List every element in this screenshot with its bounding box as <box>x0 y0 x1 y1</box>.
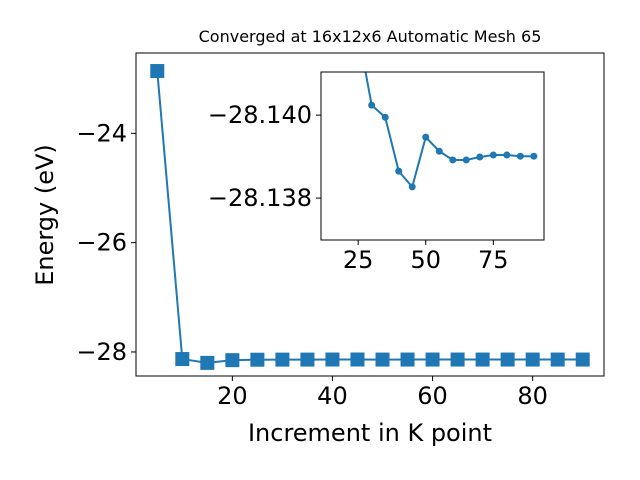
y-tick-label: −28.140 <box>208 101 312 129</box>
data-point <box>530 152 538 160</box>
data-point <box>435 147 443 155</box>
x-tick-label: 75 <box>478 246 509 274</box>
data-point <box>395 167 403 175</box>
data-point <box>381 113 389 121</box>
y-tick-label: −24 <box>76 119 127 147</box>
axes-frame <box>320 71 545 241</box>
data-point <box>225 353 240 368</box>
axes-frame <box>135 52 605 377</box>
data-point <box>475 352 490 367</box>
y-tick-label: −28.138 <box>208 184 312 212</box>
chart-title: Converged at 16x12x6 Automatic Mesh 65 <box>199 27 542 46</box>
data-point <box>489 151 497 159</box>
data-point <box>368 101 376 109</box>
data-point <box>400 352 415 367</box>
plot-area <box>364 72 538 191</box>
x-tick-label: 50 <box>410 246 441 274</box>
data-point <box>325 352 340 367</box>
data-point <box>275 352 290 367</box>
data-point <box>462 156 470 164</box>
data-point <box>200 355 215 370</box>
data-point <box>550 352 565 367</box>
data-point <box>425 352 440 367</box>
x-tick-label: 20 <box>217 382 248 410</box>
data-line <box>364 72 534 189</box>
data-point <box>476 153 484 161</box>
x-axis-label: Increment in K point <box>248 419 492 447</box>
x-tick-label: 80 <box>517 382 548 410</box>
data-point <box>150 64 165 79</box>
data-point <box>500 352 515 367</box>
data-point <box>422 133 430 141</box>
x-tick-label: 60 <box>417 382 448 410</box>
data-point <box>525 352 540 367</box>
data-point <box>408 183 416 191</box>
data-point <box>300 352 315 367</box>
data-point <box>575 352 590 367</box>
data-point <box>350 352 365 367</box>
y-tick-label: −28 <box>76 338 127 366</box>
plot-area <box>150 64 590 370</box>
data-point <box>516 152 524 160</box>
data-point <box>375 352 390 367</box>
x-tick-label: 40 <box>317 382 348 410</box>
data-point <box>175 352 190 367</box>
y-axis-label: Energy (eV) <box>31 144 59 286</box>
x-tick-label: 25 <box>343 246 374 274</box>
data-point <box>449 156 457 164</box>
data-point <box>503 151 511 159</box>
data-point <box>250 352 265 367</box>
y-tick-label: −26 <box>76 229 127 257</box>
data-point <box>450 352 465 367</box>
